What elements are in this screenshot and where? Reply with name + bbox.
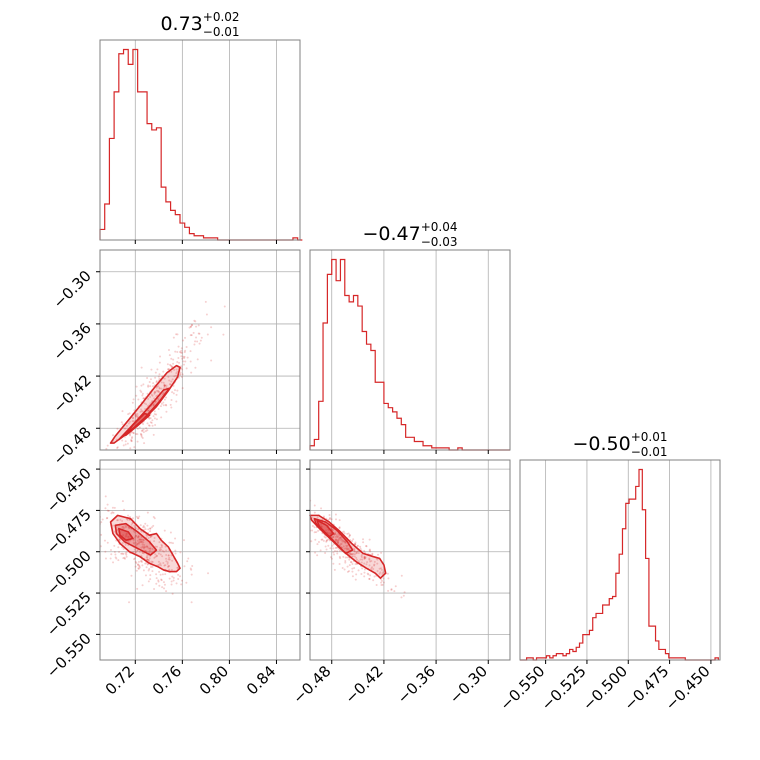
x-tick-label: −0.475 <box>620 662 672 714</box>
y-tick-label: −0.450 <box>43 464 95 516</box>
title-lower-error: −0.03 <box>421 235 458 249</box>
title-median: −0.50 <box>572 433 630 455</box>
param-title: −0.47+0.04 <box>362 220 457 245</box>
panel-border <box>99 249 301 451</box>
density-contour <box>109 514 181 573</box>
title-lower-error: −0.01 <box>203 25 240 39</box>
title-upper-error: +0.01 <box>631 430 668 444</box>
x-tick-label: −0.525 <box>538 662 590 714</box>
y-tick-label: −0.30 <box>50 267 95 312</box>
panel-border <box>309 459 511 661</box>
x-tick-label: 0.76 <box>149 662 185 698</box>
panel-border <box>99 39 301 241</box>
x-tick-label: 0.84 <box>243 662 279 698</box>
y-tick-label: −0.475 <box>43 506 95 558</box>
x-tick-label: −0.30 <box>446 662 491 707</box>
param-title: 0.73+0.02 <box>160 10 239 35</box>
histogram-step-line <box>520 468 719 661</box>
hist-2d-panel: 0.72 0.76 0.80 0.84 −0.550−0.525−0.500−0.475… <box>43 459 301 698</box>
title-lower-error: −0.01 <box>631 445 668 459</box>
title-median: 0.73 <box>160 13 202 35</box>
x-tick-label: −0.42 <box>342 662 387 707</box>
histogram-step-line <box>309 258 510 451</box>
hist-1d-panel: −0.550−0.525−0.500−0.475−0.450 −0.50+0.01… <box>496 430 721 714</box>
hist-1d-panel: 0.73+0.02−0.01 <box>99 10 303 244</box>
y-tick-label: −0.550 <box>43 629 95 681</box>
title-median: −0.47 <box>362 223 420 245</box>
panel-border <box>519 459 721 661</box>
param-title: −0.50+0.01 <box>572 430 667 455</box>
hist-1d-panel: −0.47+0.04−0.03 <box>309 220 511 454</box>
density-contour <box>118 527 134 541</box>
x-tick-label: −0.48 <box>289 662 334 707</box>
panel-border <box>309 249 511 451</box>
x-tick-label: 0.80 <box>196 662 232 698</box>
x-tick-label: −0.450 <box>662 662 714 714</box>
density-contour <box>125 412 151 437</box>
density-contour <box>316 519 335 538</box>
x-tick-label: 0.72 <box>102 662 138 698</box>
x-tick-label: −0.550 <box>496 662 548 714</box>
title-upper-error: +0.02 <box>203 10 240 24</box>
y-tick-label: −0.500 <box>43 547 95 599</box>
x-tick-label: −0.36 <box>394 662 439 707</box>
y-tick-label: −0.42 <box>50 371 95 416</box>
y-tick-label: −0.48 <box>50 423 95 468</box>
x-tick-label: −0.500 <box>579 662 631 714</box>
panel-border <box>99 459 301 661</box>
y-tick-label: −0.36 <box>50 319 95 364</box>
scatter-points <box>105 300 226 450</box>
y-tick-label: −0.525 <box>43 588 95 640</box>
title-upper-error: +0.04 <box>421 220 458 234</box>
